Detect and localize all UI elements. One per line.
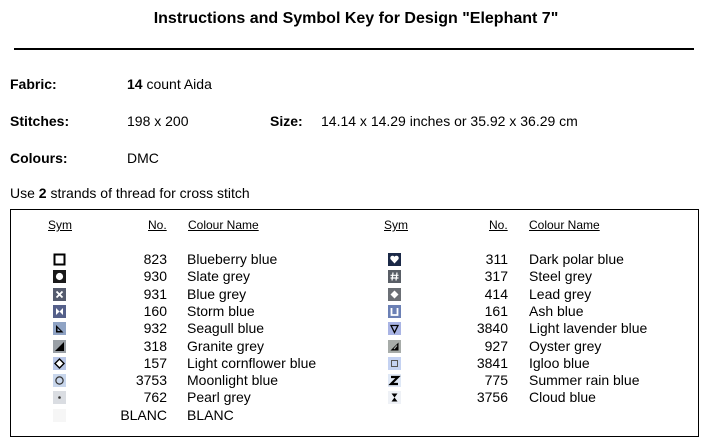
colours-label: Colours: <box>10 150 68 166</box>
colour-name: Blueberry blue <box>187 251 278 267</box>
colour-number: 157 <box>143 354 167 371</box>
x-square-icon <box>53 287 66 301</box>
table-row-left: 932 Seagull blue <box>0 320 712 337</box>
down-triangle-icon <box>388 322 401 336</box>
z-icon <box>388 374 401 388</box>
strands-instruction: Use 2 strands of thread for cross stitch <box>10 185 250 201</box>
colour-number: 160 <box>143 302 167 319</box>
size-label: Size: <box>270 113 303 129</box>
colour-number: 318 <box>143 337 167 354</box>
hollow-square-icon <box>53 253 66 266</box>
table-row-left: 762 Pearl grey <box>0 389 712 406</box>
colour-name: Seagull blue <box>187 320 265 337</box>
colour-name: Light cornflower blue <box>187 354 317 371</box>
table-row-right: 161 Ash blue <box>0 303 712 320</box>
fabric-label: Fabric: <box>10 76 57 92</box>
colour-name: Cloud blue <box>529 389 596 406</box>
colour-number: 762 <box>143 389 167 406</box>
colour-number: 3756 <box>476 389 508 406</box>
colour-number: BLANC <box>120 406 167 423</box>
size-value: 14.14 x 14.29 inches or 35.92 x 36.29 cm <box>321 113 578 129</box>
colour-name: BLANC <box>187 406 234 423</box>
colour-number: 775 <box>484 372 508 389</box>
table-row-right: 3841 Igloo blue <box>0 355 712 372</box>
half-triangle-icon <box>53 339 66 353</box>
colour-name-header-right: Colour Name <box>529 218 600 232</box>
colour-number: 414 <box>484 285 508 302</box>
symbol-key-table <box>10 209 699 437</box>
divider <box>14 48 694 50</box>
fabric-value: 14 count Aida <box>127 76 212 92</box>
table-row-right: 317 Steel grey <box>0 268 712 285</box>
colour-name: Light lavender blue <box>529 320 648 337</box>
ring-icon <box>53 374 66 388</box>
no-header-right: No. <box>489 218 508 232</box>
colour-name: Oyster grey <box>529 337 602 354</box>
diamond-icon <box>388 287 401 301</box>
colour-name: Slate grey <box>187 268 251 285</box>
colour-number: 317 <box>484 268 508 285</box>
blank-icon <box>53 408 66 422</box>
triangle-square-icon <box>53 322 66 336</box>
colour-name: Moonlight blue <box>187 372 279 389</box>
colour-name-header-left: Colour Name <box>188 218 259 232</box>
table-row-left: 318 Granite grey <box>0 338 712 355</box>
table-row-left: 931 Blue grey <box>0 286 712 303</box>
table-row-left: 3753 Moonlight blue <box>0 372 712 389</box>
colour-number: 823 <box>143 251 167 267</box>
hash-icon <box>388 270 401 284</box>
sym-header-left: Sym <box>48 218 72 232</box>
stitches-value: 198 x 200 <box>127 113 189 129</box>
table-row-right: 927 Oyster grey <box>0 338 712 355</box>
table-row-right: 775 Summer rain blue <box>0 372 712 389</box>
sym-header-right: Sym <box>384 218 408 232</box>
colour-number: 927 <box>484 337 508 354</box>
colour-name: Lead grey <box>529 285 592 302</box>
bowtie-square-icon <box>53 304 66 318</box>
colour-number: 3841 <box>476 354 508 371</box>
heart-icon <box>388 253 401 266</box>
colour-name: Granite grey <box>187 337 265 354</box>
colour-number: 161 <box>484 302 508 319</box>
colour-number: 311 <box>485 251 508 267</box>
table-row-left: 823 Blueberry blue <box>0 251 712 268</box>
colour-name: Ash blue <box>529 302 584 319</box>
cup-icon <box>388 304 401 318</box>
stitches-label: Stitches: <box>10 113 70 129</box>
small-square-icon <box>388 356 401 370</box>
no-header-left: No. <box>148 218 167 232</box>
colour-name: Storm blue <box>187 302 255 319</box>
diamond-outline-icon <box>53 356 66 370</box>
hourglass-icon <box>388 391 401 405</box>
colour-number: 3840 <box>476 320 508 337</box>
colours-value: DMC <box>127 150 159 166</box>
table-row-right: 3840 Light lavender blue <box>0 320 712 337</box>
table-row-left: 160 Storm blue <box>0 303 712 320</box>
table-row-left: 157 Light cornflower blue <box>0 355 712 372</box>
table-row-left: BLANC BLANC <box>0 407 712 424</box>
colour-name: Steel grey <box>529 268 593 285</box>
page-title: Instructions and Symbol Key for Design "… <box>153 10 559 27</box>
colour-number: 930 <box>143 268 167 285</box>
table-row-right: 3756 Cloud blue <box>0 389 712 406</box>
colour-name: Dark polar blue <box>529 251 624 267</box>
circle-square-icon <box>53 270 66 284</box>
colour-number: 932 <box>143 320 167 337</box>
colour-name: Summer rain blue <box>529 372 640 389</box>
table-row-right: 311 Dark polar blue <box>0 251 712 268</box>
table-row-right: 414 Lead grey <box>0 286 712 303</box>
table-row-left: 930 Slate grey <box>0 268 712 285</box>
colour-number: 931 <box>143 285 167 302</box>
colour-number: 3753 <box>135 372 167 389</box>
colour-name: Igloo blue <box>529 354 590 371</box>
colour-name: Blue grey <box>187 285 247 302</box>
dot-icon <box>53 391 66 405</box>
slash-triangle-icon <box>388 339 401 353</box>
colour-name: Pearl grey <box>187 389 251 406</box>
